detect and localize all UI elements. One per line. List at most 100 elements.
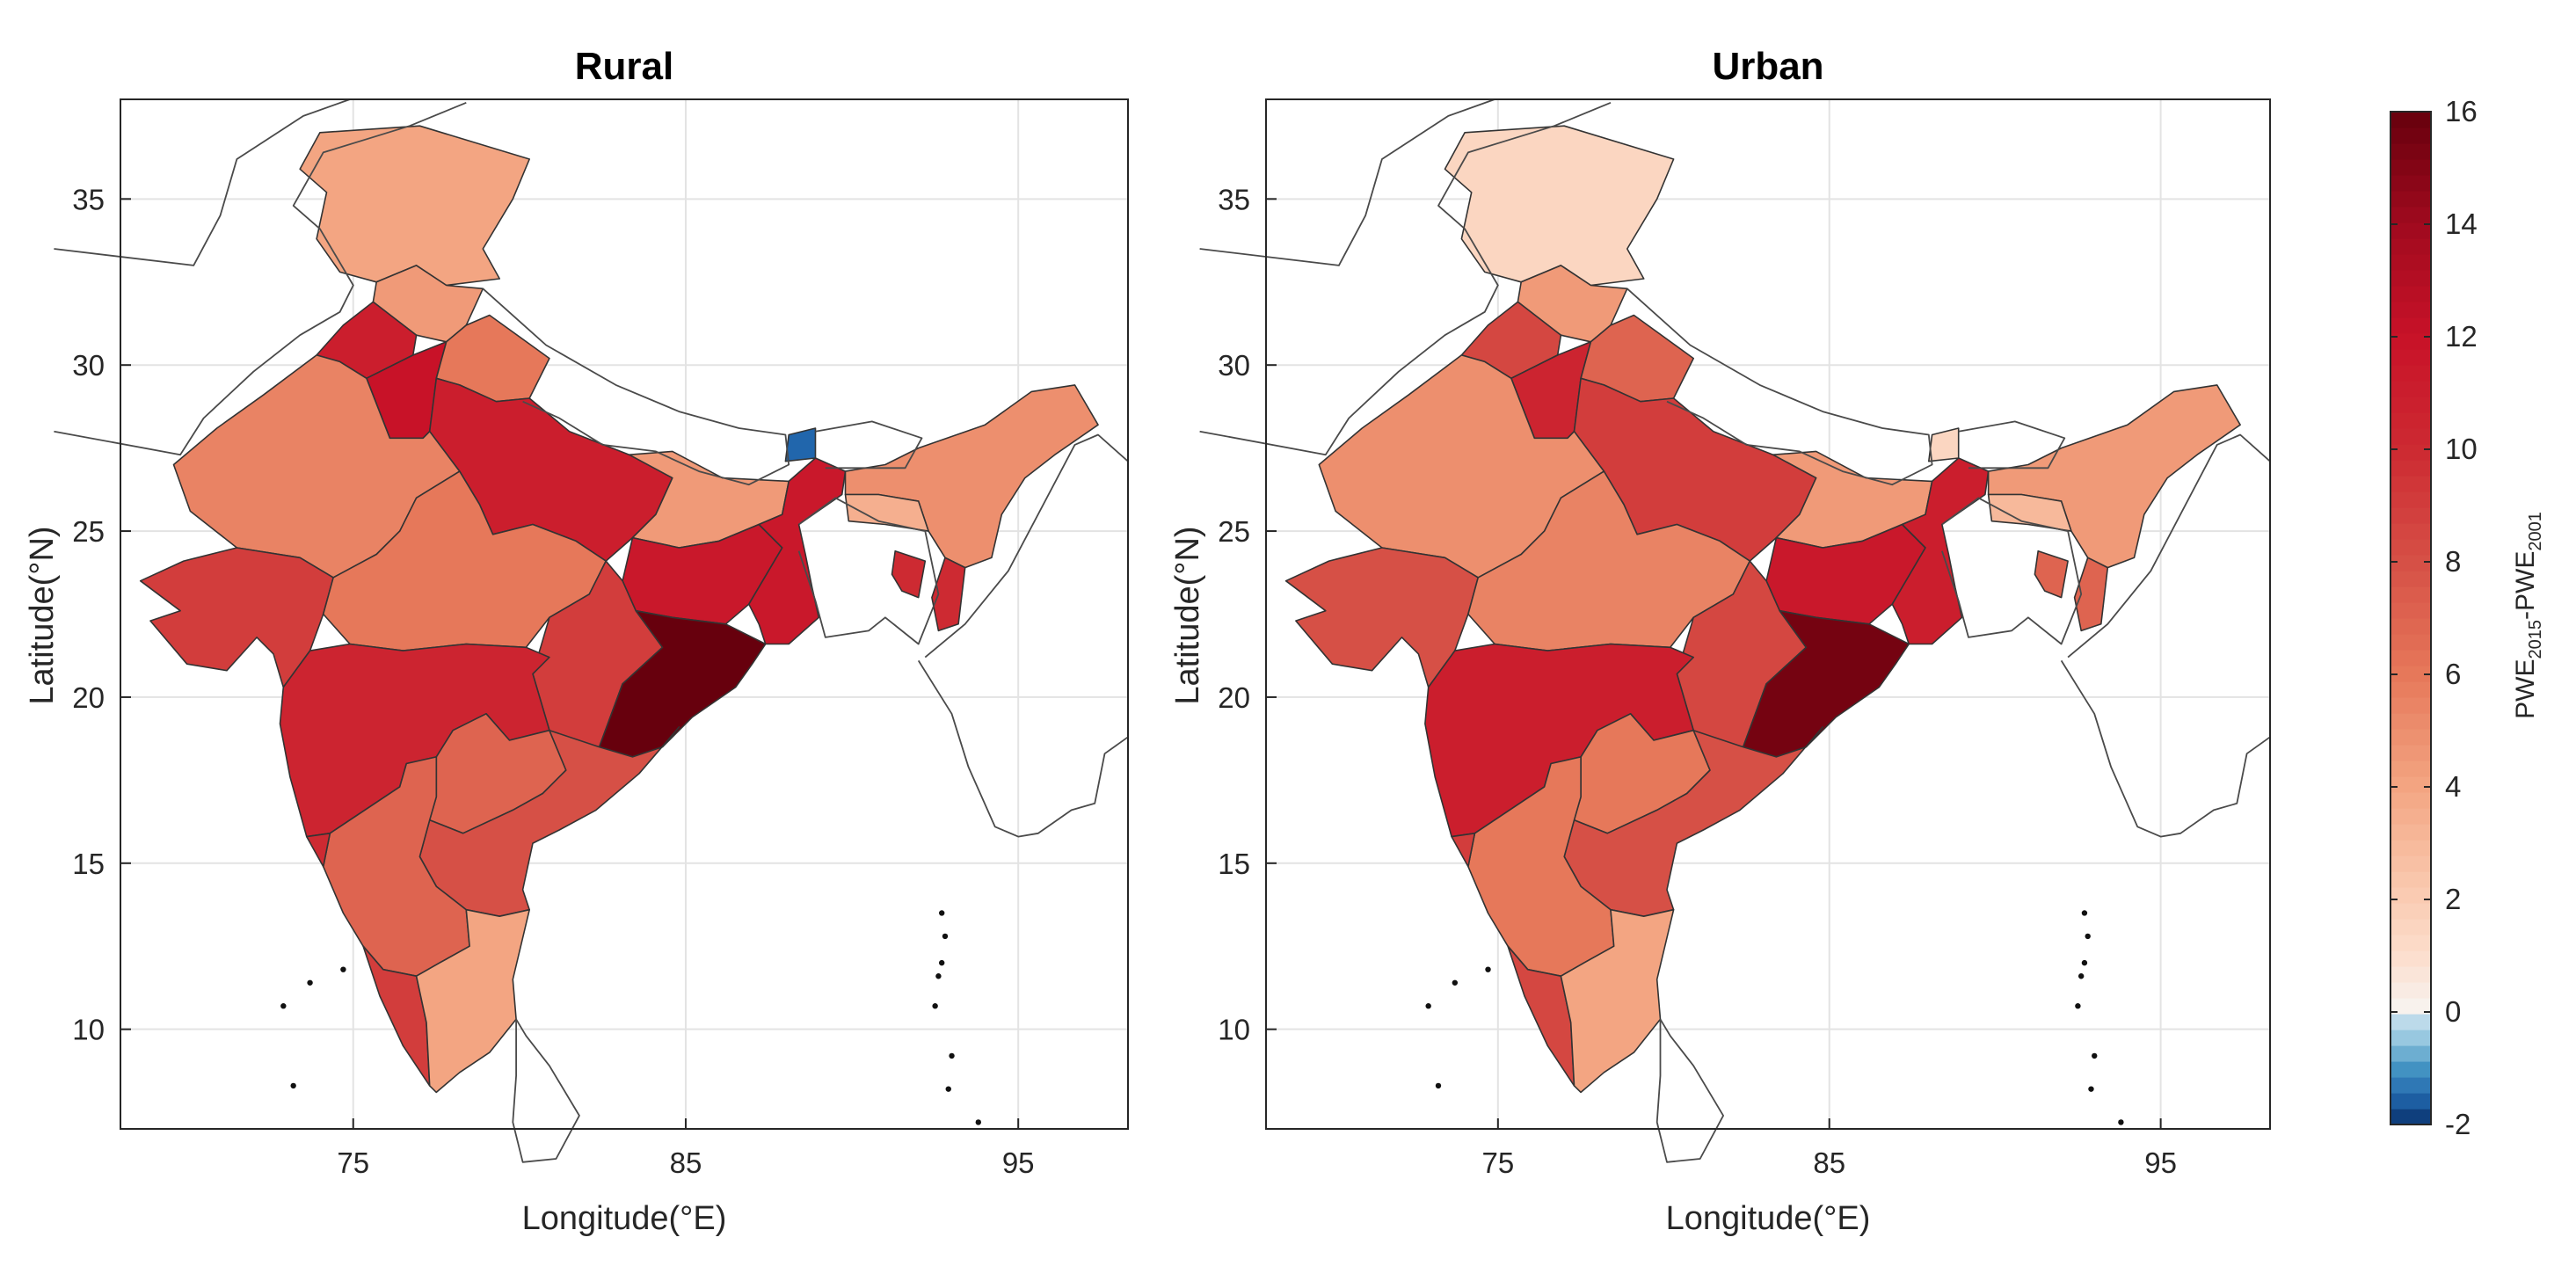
urban-island-11 <box>1435 1082 1442 1089</box>
urban-island-0 <box>2081 910 2088 916</box>
rural-island-11 <box>290 1082 296 1089</box>
colorbar-band-16 <box>2390 855 2431 872</box>
colorbar-tick-label-6: 6 <box>2445 658 2461 690</box>
colorbar-band-6 <box>2390 1014 2431 1030</box>
rural-y-ticks: 10 15 20 25 30 35 <box>72 183 131 1046</box>
rural-coastline-0 <box>54 98 351 266</box>
urban-y-ticks: 10 15 20 25 30 35 <box>1218 183 1277 1046</box>
urban-state-odisha <box>1742 609 1910 758</box>
rural-coastline-4 <box>797 497 940 645</box>
urban-axes-frame <box>1265 98 2271 1130</box>
colorbar-band-62 <box>2390 127 2431 144</box>
colorbar-band-3 <box>2390 1061 2431 1078</box>
rural-state-mizoram <box>931 557 966 632</box>
colorbar-tick-label-2: 2 <box>2445 883 2461 915</box>
rural-island-3 <box>935 973 942 979</box>
colorbar-band-23 <box>2390 745 2431 761</box>
colorbar: -2 0 2 4 6 8 10 12 14 16 PWE2015-PWE2001 <box>2390 95 2545 1140</box>
colorbar-band-18 <box>2390 824 2431 841</box>
urban-xtick-label-75: 75 <box>1481 1146 1514 1179</box>
colorbar-band-19 <box>2390 808 2431 825</box>
colorbar-band-39 <box>2390 491 2431 508</box>
colorbar-band-17 <box>2390 840 2431 856</box>
rural-island-0 <box>938 910 945 916</box>
colorbar-band-8 <box>2390 982 2431 999</box>
colorbar-band-47 <box>2390 365 2431 382</box>
urban-state-goa <box>1451 832 1476 868</box>
urban-island-1 <box>2085 933 2091 940</box>
urban-island-2 <box>2081 959 2088 966</box>
colorbar-band-54 <box>2390 254 2431 271</box>
rural-island-5 <box>949 1052 955 1059</box>
colorbar-ticks: -2 0 2 4 6 8 10 12 14 16 <box>2390 95 2478 1140</box>
colorbar-band-31 <box>2390 618 2431 635</box>
colorbar-band-50 <box>2390 317 2431 334</box>
colorbar-band-21 <box>2390 776 2431 793</box>
rural-states <box>139 125 1099 1094</box>
rural-y-axis-label: Latitude(°N) <box>24 526 61 704</box>
rural-ytick-label-25: 25 <box>72 515 105 548</box>
urban-ytick-label-25: 25 <box>1218 515 1250 548</box>
colorbar-band-41 <box>2390 460 2431 477</box>
rural-state-odisha <box>598 609 767 758</box>
urban-ytick-label-35: 35 <box>1218 183 1250 215</box>
colorbar-band-15 <box>2390 871 2431 888</box>
urban-island-10 <box>1425 1003 1431 1009</box>
colorbar-band-45 <box>2390 397 2431 413</box>
colorbar-tick-label-16: 16 <box>2445 95 2478 127</box>
colorbar-band-7 <box>2390 998 2431 1015</box>
urban-island-3 <box>2078 973 2085 979</box>
urban-coastline-7 <box>1655 1018 1724 1163</box>
urban-island-5 <box>2092 1052 2098 1059</box>
colorbar-band-59 <box>2390 175 2431 192</box>
colorbar-band-33 <box>2390 586 2431 603</box>
urban-island-6 <box>2088 1086 2094 1092</box>
colorbar-tick-label-10: 10 <box>2445 433 2478 465</box>
urban-coastline-1 <box>1199 101 1612 456</box>
colorbar-band-44 <box>2390 412 2431 429</box>
rural-island-6 <box>945 1086 951 1092</box>
colorbar-band-38 <box>2390 507 2431 524</box>
colorbar-band-35 <box>2390 555 2431 571</box>
rural-island-4 <box>932 1003 938 1009</box>
urban-state-mizoram <box>2073 557 2109 632</box>
urban-coastline-2 <box>1626 287 1933 486</box>
rural-axes-frame <box>120 98 1129 1130</box>
urban-coastlines <box>1199 98 2271 1163</box>
colorbar-band-32 <box>2390 602 2431 619</box>
colorbar-band-27 <box>2390 681 2431 698</box>
rural-state-northeast <box>844 384 1099 569</box>
colorbar-band-51 <box>2390 302 2431 318</box>
urban-ytick-label-20: 20 <box>1218 681 1250 714</box>
colorbar-band-43 <box>2390 428 2431 445</box>
urban-x-axis-label: Longitude(°E) <box>1666 1200 1871 1237</box>
rural-island-2 <box>938 959 945 966</box>
urban-coastline-5 <box>2067 433 2271 659</box>
colorbar-tick-label-14: 14 <box>2445 207 2478 240</box>
colorbar-band-24 <box>2390 729 2431 746</box>
rural-island-10 <box>280 1003 287 1009</box>
rural-island-1 <box>942 933 949 940</box>
rural-coastline-6 <box>917 659 1129 838</box>
rural-x-axis-label: Longitude(°E) <box>522 1200 727 1237</box>
rural-coastline-3 <box>815 420 923 469</box>
urban-coastline-3 <box>1958 420 2066 469</box>
rural-state-tripura <box>891 550 927 599</box>
colorbar-band-9 <box>2390 966 2431 983</box>
rural-state-tamil-nadu <box>415 908 531 1094</box>
rural-ytick-label-35: 35 <box>72 183 105 215</box>
rural-coastline-7 <box>512 1018 580 1163</box>
colorbar-band-20 <box>2390 792 2431 809</box>
colorbar-band-34 <box>2390 571 2431 587</box>
colorbar-band-36 <box>2390 539 2431 556</box>
colorbar-band-49 <box>2390 333 2431 350</box>
rural-ytick-label-30: 30 <box>72 349 105 382</box>
colorbar-band-29 <box>2390 650 2431 666</box>
colorbar-band-57 <box>2390 207 2431 223</box>
colorbar-frame <box>2390 111 2432 1125</box>
colorbar-label: PWE2015-PWE2001 <box>2511 512 2545 719</box>
urban-ytick-label-10: 10 <box>1218 1014 1250 1046</box>
colorbar-band-46 <box>2390 381 2431 397</box>
